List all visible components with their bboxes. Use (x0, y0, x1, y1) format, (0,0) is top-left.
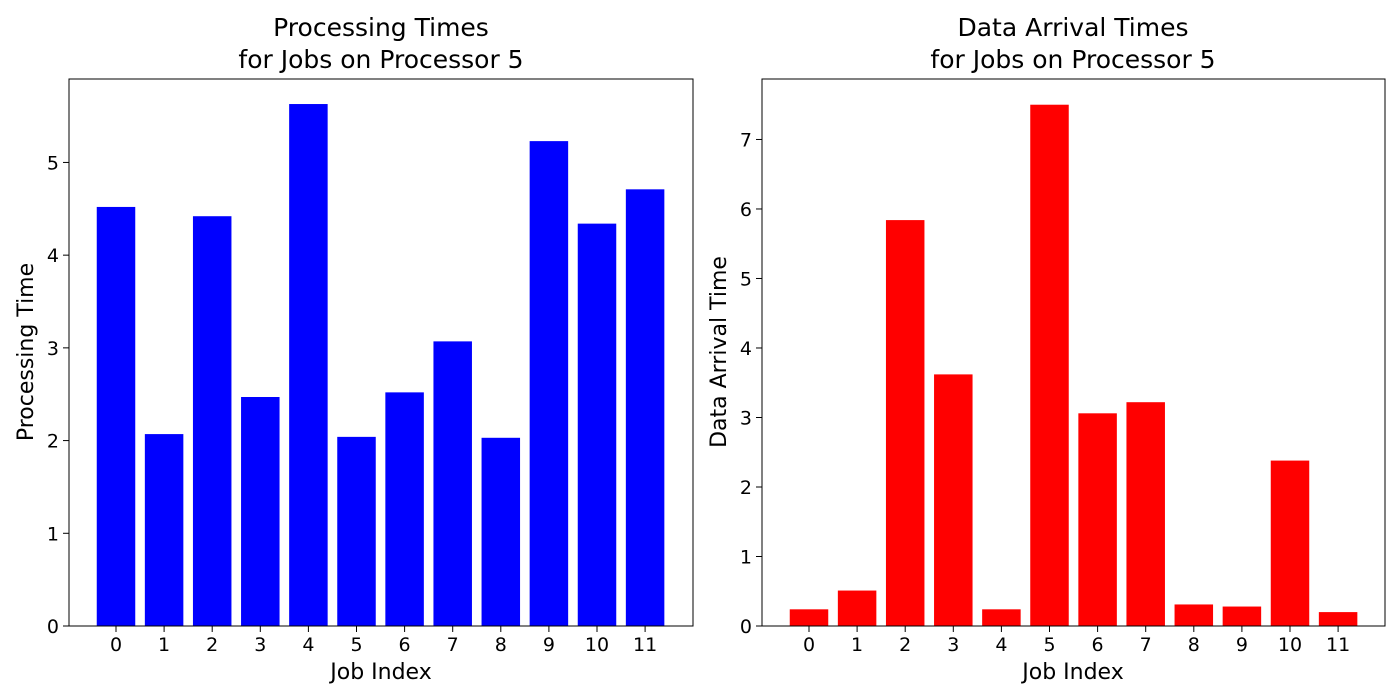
x-axis-label: Job Index (328, 660, 431, 685)
x-tick-label: 8 (1188, 634, 1200, 656)
bar-job-7 (433, 341, 472, 626)
x-tick-label: 3 (254, 634, 266, 656)
x-tick-label: 9 (543, 634, 555, 656)
ticks-group: 0 1 2 3 4 5 6 7 8 9 10 11 0 1 2 3 4 5 (47, 152, 657, 656)
bar-job-7 (1126, 402, 1165, 626)
y-axis-label: Data Arrival Time (707, 256, 732, 448)
x-tick-label: 0 (110, 634, 122, 656)
bar-job-3 (934, 374, 973, 626)
x-tick-label: 1 (851, 634, 863, 656)
y-tick-label: 3 (740, 407, 752, 429)
ticks-group: 0 1 2 3 4 5 6 7 8 9 10 11 0 1 2 3 4 5 6 7 (740, 129, 1350, 656)
y-tick-label: 2 (740, 477, 752, 499)
bar-job-10 (577, 223, 617, 627)
x-tick-label: 0 (803, 634, 815, 656)
bar-job-3 (241, 397, 280, 626)
bar-job-0 (96, 206, 136, 626)
x-tick-label: 4 (302, 634, 314, 656)
x-tick-label: 7 (447, 634, 459, 656)
x-tick-label: 5 (1043, 634, 1055, 656)
bar-job-4 (289, 104, 328, 626)
bar-job-11 (625, 189, 665, 626)
bar-job-6 (1078, 413, 1117, 626)
bar-job-9 (1222, 606, 1262, 626)
bar-job-10 (1270, 460, 1310, 626)
bar-job-4 (982, 609, 1021, 626)
y-tick-label: 4 (47, 245, 59, 267)
bar-job-2 (192, 216, 232, 626)
bar-job-6 (385, 392, 424, 626)
x-tick-label: 11 (1326, 634, 1350, 656)
processing-times-chart: Processing Times for Jobs on Processor 5… (14, 13, 694, 685)
x-tick-label: 4 (995, 634, 1007, 656)
bar-job-2 (885, 220, 925, 626)
y-tick-label: 1 (740, 546, 752, 568)
x-tick-label: 2 (899, 634, 911, 656)
x-tick-label: 10 (585, 634, 609, 656)
y-tick-label: 5 (47, 152, 59, 174)
bar-job-5 (337, 436, 376, 626)
bars-group (789, 104, 1358, 626)
bar-job-9 (529, 141, 569, 626)
y-tick-label: 3 (47, 338, 59, 360)
y-tick-label: 4 (740, 338, 752, 360)
y-tick-label: 5 (740, 268, 752, 290)
chart-title-line1: Processing Times (273, 13, 489, 42)
y-axis-label: Processing Time (14, 263, 39, 441)
plot-frame (761, 78, 1386, 627)
x-tick-label: 10 (1278, 634, 1302, 656)
x-tick-label: 1 (158, 634, 170, 656)
x-tick-label: 8 (495, 634, 507, 656)
bar-job-8 (1174, 604, 1214, 626)
bar-job-11 (1318, 612, 1358, 626)
x-tick-label: 11 (633, 634, 657, 656)
bar-job-1 (144, 434, 184, 626)
bars-group (96, 104, 665, 627)
x-tick-label: 3 (947, 634, 959, 656)
x-tick-label: 6 (1092, 634, 1104, 656)
y-tick-label: 0 (740, 616, 752, 638)
chart-title-line2: for Jobs on Processor 5 (238, 45, 523, 74)
bar-job-5 (1030, 104, 1069, 626)
y-tick-label: 2 (47, 431, 59, 453)
y-tick-label: 7 (740, 129, 752, 151)
x-axis-label: Job Index (1020, 660, 1123, 685)
x-tick-label: 7 (1140, 634, 1152, 656)
x-tick-label: 9 (1236, 634, 1248, 656)
x-tick-label: 6 (399, 634, 411, 656)
y-tick-label: 6 (740, 199, 752, 221)
bar-job-0 (789, 609, 829, 626)
data-arrival-times-chart: Data Arrival Times for Jobs on Processor… (707, 13, 1386, 685)
chart-title-line2: for Jobs on Processor 5 (930, 45, 1215, 74)
y-tick-label: 0 (47, 616, 59, 638)
y-tick-label: 1 (47, 523, 59, 545)
chart-title-line1: Data Arrival Times (957, 13, 1188, 42)
bar-job-8 (481, 437, 521, 626)
bar-job-1 (837, 590, 877, 626)
x-tick-label: 5 (350, 634, 362, 656)
plot-frame (68, 78, 694, 627)
x-tick-label: 2 (206, 634, 218, 656)
